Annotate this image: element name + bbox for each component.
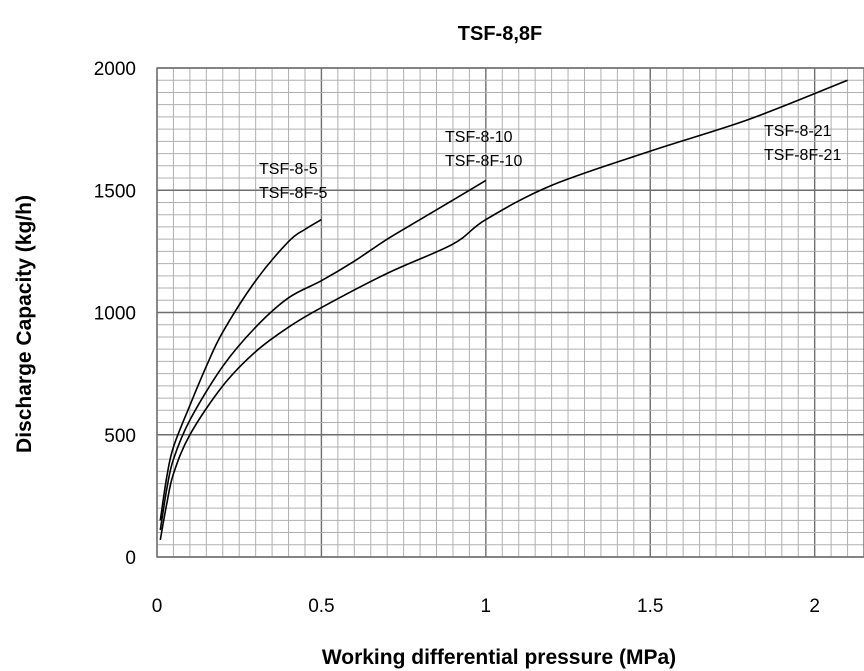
series-labels: TSF-8-5 TSF-8F-5 TSF-8-10 TSF-8F-10 TSF-8-21… bbox=[259, 123, 841, 202]
series-line-1 bbox=[159, 218, 322, 521]
x-tick-label: 0 bbox=[152, 596, 163, 617]
series-label-1-line-2: TSF-8F-5 bbox=[259, 185, 328, 202]
series-curves bbox=[159, 79, 848, 541]
series-label-1-line-1: TSF-8-5 bbox=[259, 161, 318, 178]
x-axis-label: Working differential pressure (MPa) bbox=[322, 646, 676, 669]
series-label-2-line-1: TSF-8-10 bbox=[445, 129, 513, 146]
y-axis-label: Discharge Capacity (kg/h) bbox=[13, 195, 36, 453]
series-line-2 bbox=[159, 179, 487, 531]
y-tick-label: 1000 bbox=[94, 304, 136, 325]
series-label-3-line-1: TSF-8-21 bbox=[764, 123, 832, 140]
y-tick-labels: 0 500 1000 1500 2000 bbox=[94, 59, 136, 569]
chart-title: TSF-8,8F bbox=[458, 23, 542, 45]
x-tick-label: 1.5 bbox=[637, 596, 663, 617]
x-tick-label: 2 bbox=[809, 596, 820, 617]
x-tick-labels: 0 0.5 1 1.5 2 bbox=[152, 596, 820, 617]
y-tick-label: 0 bbox=[125, 548, 136, 569]
series-line-3 bbox=[159, 79, 848, 541]
y-tick-label: 2000 bbox=[94, 59, 136, 80]
plot-frame bbox=[156, 67, 864, 558]
x-tick-label: 1 bbox=[481, 596, 492, 617]
series-label-2-line-2: TSF-8F-10 bbox=[445, 153, 522, 170]
y-tick-label: 500 bbox=[104, 426, 136, 447]
y-tick-label: 1500 bbox=[94, 181, 136, 202]
x-tick-label: 0.5 bbox=[308, 596, 334, 617]
series-label-3-line-2: TSF-8F-21 bbox=[764, 147, 841, 164]
